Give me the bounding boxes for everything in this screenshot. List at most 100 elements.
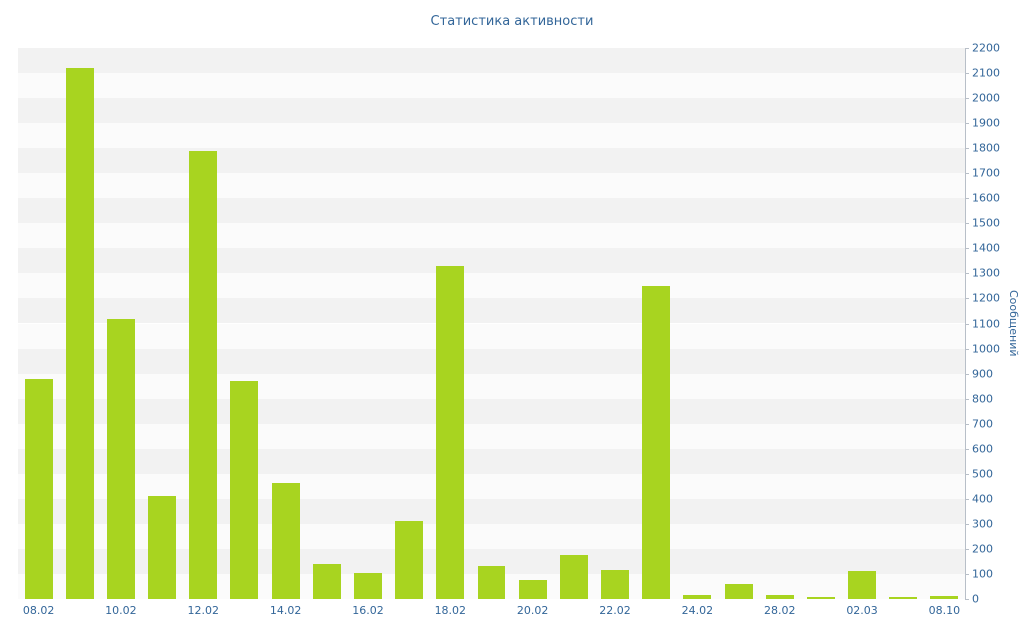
y-axis-tick-label: 200 [972,542,993,556]
bar [889,597,918,599]
y-axis-tick [965,523,969,525]
x-axis-tick-label: 24.02 [681,604,714,617]
bar [930,596,959,599]
bar [189,150,218,599]
y-axis-tick-label: 1000 [972,342,1000,356]
y-axis-tick [965,173,969,175]
grid-stripe [18,123,965,149]
y-axis-tick [965,298,969,300]
y-axis-tick-label: 2000 [972,91,1000,105]
bar [65,68,94,599]
grid-stripe [18,348,965,374]
grid-stripe [18,223,965,249]
bar [230,381,259,599]
grid-stripe [18,173,965,199]
y-axis-tick [965,148,969,150]
y-axis-tick [965,273,969,275]
y-axis-tick [965,123,969,125]
bar [477,566,506,599]
bar [683,595,712,599]
y-axis-tick [965,198,969,200]
x-axis-tick-label: 22.02 [599,604,631,617]
y-axis-tick [965,398,969,400]
x-axis-tick-label: 28.02 [763,604,796,617]
x-axis-tick-label: 08.10 [928,604,961,617]
grid-stripe [18,48,965,74]
grid-stripe [18,148,965,174]
grid-stripe [18,198,965,224]
grid-stripe [18,473,965,499]
bar [724,583,753,599]
y-axis-tick-label: 1500 [972,216,1000,230]
y-axis-tick [965,548,969,550]
x-axis-tick-label: 20.02 [516,604,549,617]
y-axis-tick-label: 1100 [972,317,1000,330]
y-axis-line [965,48,966,600]
y-axis-tick [965,448,969,450]
x-axis-tick-label: 16.02 [352,604,384,617]
y-axis-tick [965,373,969,375]
bar [271,482,300,599]
y-axis-tick-label: 800 [972,392,993,406]
chart-title: Статистика активности [430,14,594,29]
y-axis-tick [965,73,969,75]
y-axis-tick [965,599,969,600]
bar [518,580,547,599]
y-axis-tick-label: 700 [972,417,993,431]
bar [436,265,465,599]
y-axis-tick-label: 1400 [972,241,1000,255]
bar [642,285,671,599]
y-axis-tick-label: 1200 [972,291,1000,305]
x-axis-tick-label: 10.02 [105,604,137,617]
y-axis-tick-label: 900 [972,367,993,381]
grid-stripe [18,323,965,349]
bar [765,595,794,599]
y-axis-title: Сообщений [1007,290,1020,357]
y-axis-tick-label: 100 [972,567,993,581]
bar [601,570,629,599]
y-axis-tick-label: 600 [972,442,993,456]
grid-stripe [18,98,965,124]
x-axis-tick-label: 12.02 [187,604,220,617]
y-axis-tick-label: 2200 [972,41,1000,55]
y-axis-tick [965,423,969,425]
x-axis-tick-label: 14.02 [269,604,302,617]
y-axis-tick [965,98,969,100]
y-axis-tick [965,573,969,575]
grid-stripe [18,398,965,424]
grid-stripe [18,273,965,299]
plot-area [18,48,965,599]
bar [559,555,588,599]
y-axis-tick-label: 400 [972,492,993,506]
grid-stripe [18,248,965,274]
y-axis-tick-label: 1800 [972,141,1000,155]
y-axis-tick-label: 1600 [972,191,1000,205]
y-axis-tick-label: 300 [972,517,993,531]
y-axis-tick-label: 2100 [972,66,1000,80]
y-axis-tick [965,323,969,325]
bar [395,521,424,599]
y-axis-tick-label: 1300 [972,266,1000,280]
grid-stripe [18,373,965,399]
y-axis-tick-label: 500 [972,467,993,481]
y-axis-tick [965,348,969,350]
y-axis-tick [965,48,969,49]
y-axis-tick-label: 1700 [972,166,1000,180]
y-axis-tick [965,498,969,500]
y-axis-tick-label: 1900 [972,116,1000,130]
bar [24,378,53,599]
bar [148,496,177,599]
bar [106,318,135,599]
bar [848,570,877,599]
grid-stripe [18,298,965,324]
y-axis-tick [965,473,969,475]
bar [353,572,382,599]
x-axis-tick-label: 18.02 [434,604,467,617]
grid-stripe [18,423,965,449]
x-axis-tick-label: 08.02 [22,604,55,617]
y-axis-tick [965,248,969,250]
y-axis-tick [965,223,969,225]
bar [312,563,341,599]
y-axis-tick-label: 0 [972,592,979,606]
grid-stripe [18,448,965,474]
